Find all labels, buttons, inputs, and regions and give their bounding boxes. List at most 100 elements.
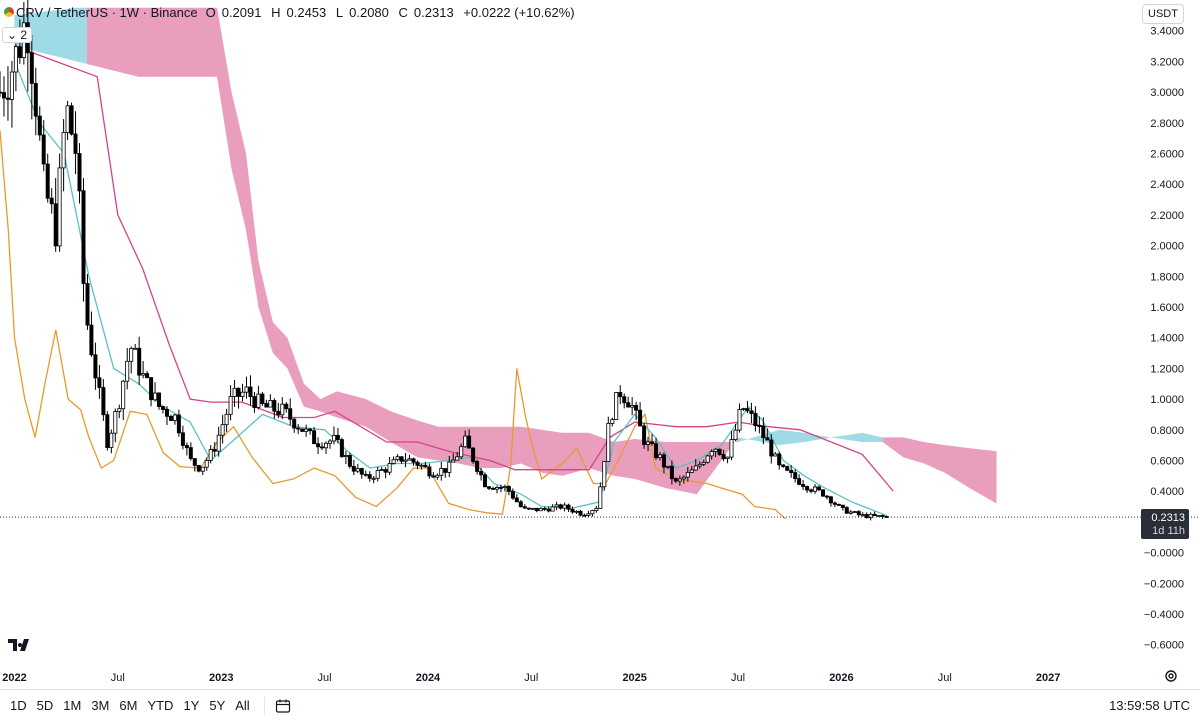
toolbar-divider [263,696,265,715]
candle-body [566,504,571,510]
candle-body [41,134,46,165]
candle-body [697,463,702,467]
timeframe-all[interactable]: All [235,698,250,713]
candle-body [844,507,849,514]
candle-body [65,105,70,134]
candle-body [153,392,158,401]
candle-body [228,396,233,415]
candle-body [176,414,181,434]
price-tick-label: 2.4000 [1150,179,1184,191]
candle-body [530,507,535,510]
candle-body [825,495,830,498]
candle-body [721,454,726,460]
candle-body [864,514,869,519]
timeframe-6m[interactable]: 6M [119,698,138,713]
timeframe-5y[interactable]: 5Y [209,698,226,713]
candle-body [379,469,384,472]
candle-body [498,486,503,489]
candle-body [669,465,674,480]
price-tick-label: 0.6000 [1150,455,1184,467]
candle-body [323,442,328,449]
candle-body [737,409,742,431]
candle-body [300,428,305,432]
candle-body [296,427,301,430]
candle-body [407,458,412,461]
candle-body [125,360,130,382]
candle-body [431,475,436,478]
candle-body [455,456,460,461]
timeframe-3m[interactable]: 3M [91,698,110,713]
candle-body [33,83,38,117]
candle-body [761,425,766,439]
candle-body [745,408,750,412]
timeframe-1d[interactable]: 1D [10,698,27,713]
candle-body [260,393,265,404]
candle-body [626,402,631,408]
candle-body [773,453,778,457]
timeframe-ytd[interactable]: YTD [147,698,174,713]
candle-body [757,425,762,428]
price-axis: 3.4000 3.2000 3.0000 2.8000 2.6000 2.4000 2.20… [1144,26,1184,652]
candle-body [681,476,686,480]
calendar-icon[interactable] [275,698,291,714]
candle-body [622,396,627,404]
candle-body [574,510,579,513]
tradingview-logo-icon [8,639,29,651]
cloud-segment-0 [14,7,87,64]
candle-body [212,449,217,452]
candle-body [876,515,881,517]
timeframe-1y[interactable]: 1Y [183,698,200,713]
price-tick-label: −0.2000 [1144,578,1184,590]
candle-body [594,508,599,511]
candle-body [423,464,428,468]
candle-body [93,354,98,379]
timeframe-1m[interactable]: 1M [63,698,82,713]
price-tick-label: 3.4000 [1150,26,1184,38]
cloud-segment-1 [86,7,739,495]
candle-body [89,324,94,356]
candle-body [351,465,356,472]
time-tick-label: Jul [938,672,952,684]
candle-body [240,391,245,397]
utc-clock[interactable]: 13:59:58 UTC [1109,698,1190,713]
candlesticks [0,0,889,521]
price-chart[interactable]: 3.4000 3.2000 3.0000 2.8000 2.6000 2.4000 2.20… [0,0,1200,689]
candle-body [81,190,86,284]
candle-body [542,507,547,510]
candle-body [725,456,730,460]
candle-body [510,491,515,499]
candle-body [709,451,714,457]
candle-body [554,504,559,508]
candle-body [395,456,400,461]
price-tick-label: 1.8000 [1150,271,1184,283]
timeframe-5d[interactable]: 5D [36,698,54,713]
candle-body [634,404,639,411]
candle-body [482,474,487,488]
candle-body [220,424,225,436]
symbol-title[interactable]: CRV / TetherUS · 1W · Binance [16,4,198,20]
indicators-toggle[interactable]: ⌄ 2 [2,27,33,43]
candle-body [793,472,798,480]
candle-body [272,400,277,412]
candle-body [550,506,555,512]
change-value: +0.0222 (+10.62%) [463,4,575,20]
candle-body [129,348,134,362]
candle-body [582,514,587,517]
candle-body [872,513,877,516]
candle-body [518,501,523,508]
candle-body [447,461,452,473]
candle-body [308,428,313,432]
currency-button[interactable]: USDT [1142,4,1184,24]
price-tick-label: −0.4000 [1144,609,1184,621]
price-tick-label: 3.0000 [1150,87,1184,99]
time-tick-label: Jul [524,672,538,684]
last-price-value: 0.2313 [1151,512,1185,524]
gear-icon[interactable] [1164,669,1178,683]
candle-body [665,465,670,468]
candle-body [375,469,380,479]
candle-body [359,468,364,475]
price-tick-label: 2.6000 [1150,148,1184,160]
candle-body [427,466,432,477]
candle-body [610,419,615,424]
